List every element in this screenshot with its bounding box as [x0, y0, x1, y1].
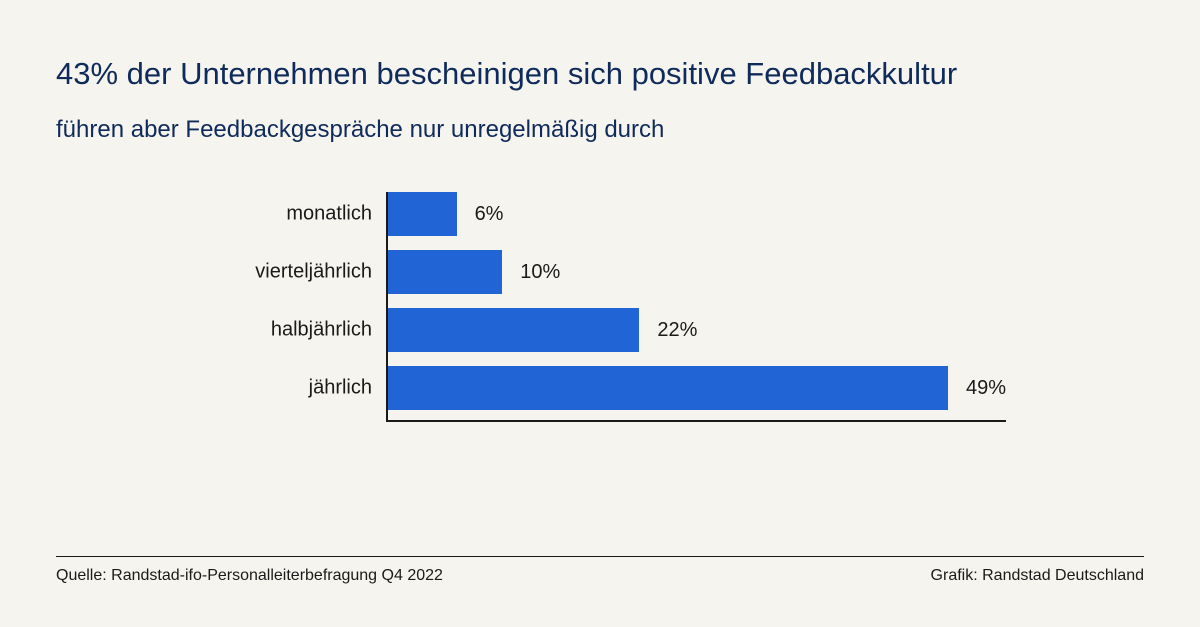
- bar: [388, 192, 457, 236]
- bar-label: monatlich: [286, 203, 372, 226]
- bar: [388, 308, 639, 352]
- bar-value: 10%: [520, 261, 560, 284]
- chart-container: 43% der Unternehmen bescheinigen sich po…: [0, 0, 1200, 452]
- bar-label: vierteljährlich: [255, 261, 372, 284]
- bar-row: monatlich 6%: [388, 192, 503, 236]
- bar-label: halbjährlich: [271, 319, 372, 342]
- source-text: Quelle: Randstad-ifo-Personalleiterbefra…: [56, 567, 443, 585]
- bar-value: 49%: [966, 377, 1006, 400]
- bar-row: halbjährlich 22%: [388, 308, 697, 352]
- chart-title: 43% der Unternehmen bescheinigen sich po…: [56, 56, 1144, 92]
- bar-row: jährlich 49%: [388, 366, 1006, 410]
- x-axis: [386, 420, 1006, 422]
- chart-subtitle: führen aber Feedbackgespräche nur unrege…: [56, 116, 1144, 144]
- bar-chart: monatlich 6% vierteljährlich 10% halbjäh…: [386, 192, 1146, 452]
- footer-divider: [56, 556, 1144, 557]
- chart-footer: Quelle: Randstad-ifo-Personalleiterbefra…: [56, 556, 1144, 585]
- credit-text: Grafik: Randstad Deutschland: [931, 567, 1144, 585]
- bar-value: 6%: [475, 203, 504, 226]
- bar: [388, 366, 948, 410]
- bar: [388, 250, 502, 294]
- bar-value: 22%: [657, 319, 697, 342]
- bar-row: vierteljährlich 10%: [388, 250, 560, 294]
- bar-label: jährlich: [309, 377, 372, 400]
